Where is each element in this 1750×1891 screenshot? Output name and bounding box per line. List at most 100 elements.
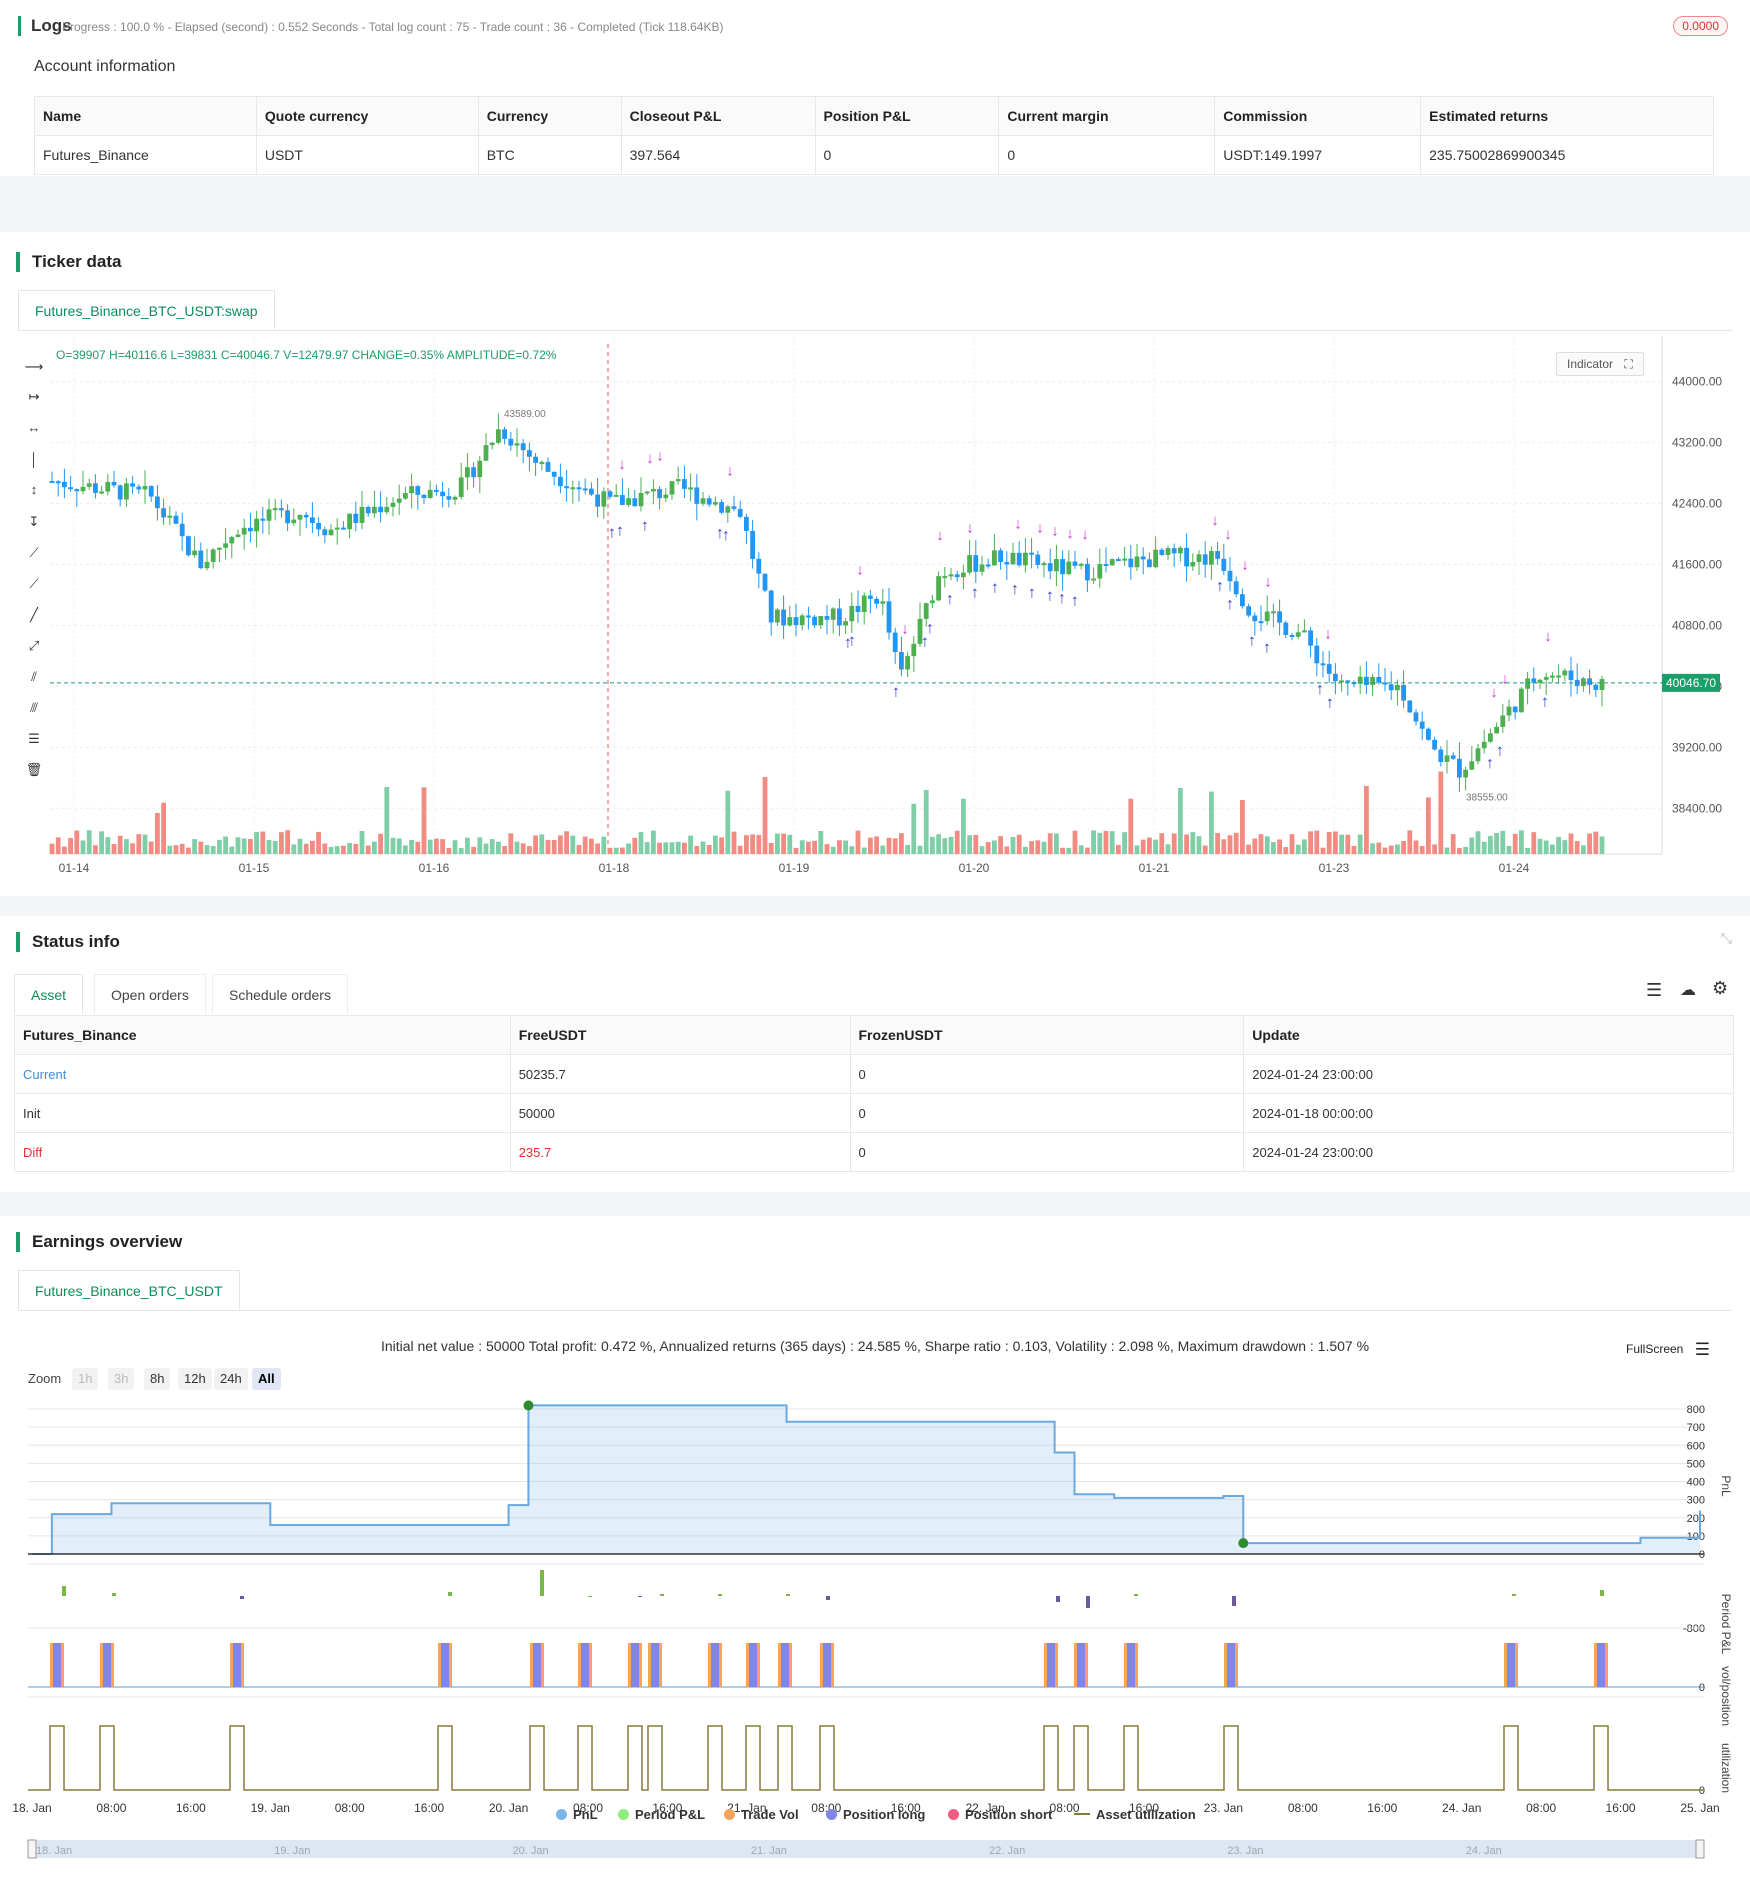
long-arrow-icon: ↑	[892, 683, 900, 700]
volume-bar	[1525, 847, 1530, 854]
close-arrow-icon: ↓	[726, 462, 734, 479]
candle-body	[124, 483, 129, 500]
volume-bar	[74, 830, 80, 854]
legend-position-short-dot	[948, 1809, 959, 1820]
settings-icon[interactable]: ⚙	[1712, 978, 1729, 998]
earnings-tab-line	[18, 1310, 1732, 1311]
asset-header-cell: Update	[1243, 1015, 1734, 1055]
candle-body	[1426, 728, 1431, 740]
parallel-channel-icon[interactable]: ⫽	[31, 669, 37, 684]
candle-body	[1140, 556, 1146, 560]
volume-bar	[1091, 830, 1096, 854]
vertical-line-icon[interactable]: │	[29, 452, 39, 467]
close-arrow-icon: ↓	[1066, 525, 1074, 542]
list-icon[interactable]: ☰	[1646, 980, 1663, 1000]
trash-icon[interactable]: 🗑	[25, 762, 43, 777]
candle-body	[1066, 561, 1072, 575]
candle-body	[762, 573, 768, 591]
collapse-icon[interactable]: ⤡	[1720, 930, 1732, 946]
trend-line-icon[interactable]: ⟋	[29, 545, 39, 560]
indicator-button[interactable]: Indicator ⛶	[1556, 352, 1644, 376]
volume-bar	[291, 844, 297, 854]
zoom-12h-button[interactable]: 12h	[178, 1368, 212, 1390]
volume-bar	[1289, 834, 1295, 854]
candlestick-chart[interactable]: 44000.00 43200.00 42400.00 41600.00 40800.00…	[0, 232, 1750, 896]
date-tick-label: 01-15	[239, 861, 270, 875]
candle-body	[607, 491, 613, 497]
long-arrow-icon: ↑	[1011, 581, 1019, 598]
volume-bar	[806, 841, 811, 854]
candle-body	[1171, 548, 1177, 554]
close-arrow-icon: ↓	[1051, 522, 1059, 539]
candle-body	[1382, 682, 1388, 685]
candle-body	[998, 550, 1003, 562]
candle-body	[1202, 554, 1208, 565]
volume-bar	[223, 836, 228, 854]
legend-trade-vol[interactable]: Trade Vol	[724, 1807, 799, 1822]
zoom-all-button[interactable]: All	[252, 1368, 281, 1390]
legend-period-pnl[interactable]: Period P&L	[618, 1807, 705, 1822]
candle-body	[1587, 678, 1592, 685]
candle-body	[1413, 712, 1419, 722]
candle-body	[576, 487, 582, 490]
price-line-icon[interactable]: ⤢	[28, 638, 40, 653]
vertical-ray-icon[interactable]: ↧	[28, 514, 40, 529]
volume-bar	[359, 830, 365, 854]
volume-bar	[496, 841, 501, 854]
ray-line-icon[interactable]: ⟋	[29, 576, 39, 591]
candle-body	[948, 574, 954, 577]
segment-icon[interactable]: ╱	[30, 607, 38, 622]
candle-body	[310, 517, 315, 523]
volume-bar	[1494, 832, 1499, 854]
candle-body	[1351, 682, 1357, 685]
tab-schedule-orders[interactable]: Schedule orders	[212, 974, 348, 1014]
volume-bar	[1308, 831, 1313, 854]
candle-body	[824, 616, 830, 620]
candle-body	[1568, 670, 1574, 680]
tab-asset[interactable]: Asset	[14, 974, 84, 1014]
legend-position-long[interactable]: Position long	[826, 1807, 925, 1822]
candle-body	[818, 616, 824, 626]
zoom-24h-button[interactable]: 24h	[214, 1368, 248, 1390]
legend-asset-utilization[interactable]: Asset utilization	[1074, 1807, 1196, 1822]
text-icon[interactable]: ☰	[28, 731, 40, 746]
volume-bar	[1481, 841, 1487, 854]
earnings-tab[interactable]: Futures_Binance_BTC_USDT	[18, 1270, 240, 1310]
volume-bar	[688, 835, 693, 854]
cloud-download-icon[interactable]: ☁	[1680, 982, 1696, 999]
volume-bar	[303, 843, 309, 854]
volume-bar	[403, 845, 408, 854]
candle-body	[1556, 675, 1561, 678]
date-tick-label: 01-14	[59, 861, 90, 875]
zoom-3h-button[interactable]: 3h	[108, 1368, 135, 1390]
vertical-segment-icon[interactable]: ↕	[30, 482, 38, 497]
candle-body	[86, 483, 92, 487]
legend-position-short[interactable]: Position short	[948, 1807, 1052, 1822]
volume-bar	[1190, 832, 1196, 854]
fullscreen-button[interactable]: FullScreen ☰	[1626, 1340, 1710, 1360]
long-arrow-icon: ↑	[844, 635, 852, 652]
extended-line-icon[interactable]: ↔	[27, 420, 41, 435]
horizontal-line-icon[interactable]: ⟶	[24, 359, 44, 374]
volume-bar	[737, 845, 743, 854]
volume-bar	[632, 837, 638, 854]
asset-cell: 50000	[509, 1093, 851, 1133]
volume-bar	[1159, 833, 1165, 854]
horizontal-ray-icon[interactable]: ↦	[28, 389, 40, 404]
volume-bar	[235, 837, 241, 854]
ticker-tab[interactable]: Futures_Binance_BTC_USDT:swap	[18, 290, 275, 330]
zoom-8h-button[interactable]: 8h	[144, 1368, 171, 1390]
volume-bar	[254, 832, 259, 854]
tab-open-orders[interactable]: Open orders	[94, 974, 206, 1014]
candle-body	[1196, 554, 1202, 563]
account-header-cell: Commission	[1214, 96, 1422, 136]
zoom-1h-button[interactable]: 1h	[72, 1368, 99, 1390]
candle-body	[1550, 675, 1555, 678]
legend-pnl[interactable]: PnL	[556, 1807, 598, 1822]
fibonacci-icon[interactable]: ⫻	[30, 700, 38, 715]
candle-body	[1246, 606, 1251, 616]
candle-body	[1345, 680, 1351, 683]
candle-body	[657, 489, 662, 499]
earnings-chart[interactable]: 8007006005004003002001000-80000PnLPeriod…	[0, 1396, 1750, 1891]
candle-body	[675, 479, 681, 482]
